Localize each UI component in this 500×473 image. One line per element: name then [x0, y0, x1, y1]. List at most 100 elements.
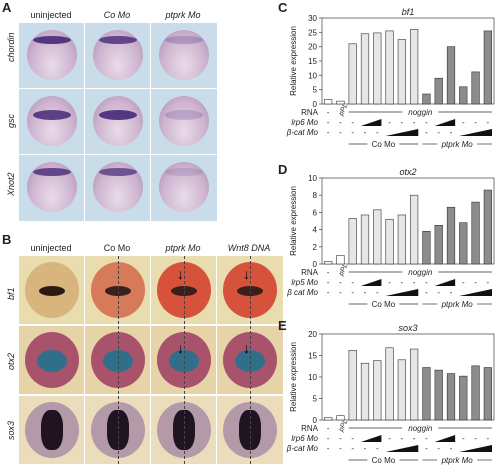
panel-b-tile: ↓ [216, 325, 284, 395]
co-mo-label: Co Mo [372, 456, 396, 465]
arrow-icon: ↓ [177, 266, 184, 282]
dash-mark: - [339, 288, 342, 297]
panel-a-tile [18, 88, 86, 156]
dash-mark: - [327, 288, 330, 297]
bar [385, 30, 394, 105]
y-tick-label: 30 [308, 14, 317, 23]
rna-label: RNA [301, 268, 319, 277]
dash-mark: - [450, 128, 453, 137]
staining-band [33, 36, 71, 44]
y-tick-label: 5 [313, 395, 318, 404]
panel-a-col-ptprk-mo: ptprk Mo [165, 10, 201, 20]
dash-mark: - [462, 118, 465, 127]
panel-b-tile [18, 395, 86, 465]
midline-dash [118, 396, 119, 464]
staining-band [33, 168, 71, 176]
mo1-label: lrp6 Mo [291, 434, 318, 443]
midline-dash [250, 326, 251, 394]
dash-mark: - [351, 118, 354, 127]
staining-band [99, 110, 137, 120]
dash-mark: - [339, 444, 342, 453]
staining-pattern [39, 286, 65, 296]
panel-b-tile [84, 395, 152, 465]
panel-b-tile [18, 255, 86, 325]
dose-ramp [459, 289, 492, 296]
dash-mark: - [462, 434, 465, 443]
co-mo-label: Co Mo [372, 140, 396, 149]
bar [459, 222, 468, 265]
panel-b-tile: ↓ [216, 255, 284, 325]
staining-pattern [41, 410, 63, 450]
embryo-image [27, 162, 77, 212]
mo1-label: lrp6 Mo [291, 118, 318, 127]
dash-mark: - [437, 288, 440, 297]
dash-mark: - [351, 434, 354, 443]
plot-frame [321, 177, 495, 265]
dash-mark: - [487, 278, 490, 287]
staining-band [99, 36, 137, 44]
midline-dash [118, 256, 119, 324]
bar [483, 367, 492, 421]
dash-mark: - [364, 128, 367, 137]
ptprk-mo-label: ptprk Mo [441, 140, 474, 149]
dash-mark: - [327, 278, 330, 287]
bar [385, 347, 394, 421]
midline-dash [250, 396, 251, 464]
panel-b-row-otx2: otx2 [6, 352, 16, 370]
bar [446, 46, 456, 105]
bar [336, 100, 345, 105]
dash-mark: - [401, 434, 404, 443]
panel-a-row-chordin: chordin [6, 32, 16, 62]
dose-ramp [360, 119, 382, 126]
dash-mark: - [474, 118, 477, 127]
bar [471, 201, 480, 265]
staining-band [33, 110, 71, 120]
panel-b-col-uninjected: uninjected [30, 243, 72, 253]
dash-mark: - [388, 434, 391, 443]
bar [471, 365, 480, 421]
bar [422, 367, 431, 421]
dash-mark: - [327, 434, 330, 443]
bar [422, 93, 431, 105]
dash-mark: - [351, 128, 354, 137]
panel-a-tile [84, 88, 152, 156]
chart-title: otx2 [399, 167, 416, 177]
dose-ramp [385, 445, 419, 452]
mo1-label: lrp5 Mo [291, 278, 318, 287]
y-tick-label: 2 [313, 243, 318, 252]
dash-mark: - [425, 118, 428, 127]
panel-b-tile [18, 325, 86, 395]
dash-mark: - [462, 278, 465, 287]
dash-mark: - [327, 128, 330, 137]
y-tick-label: 5 [313, 86, 318, 95]
panel-a-row-gsc: gsc [6, 113, 16, 128]
panel-b-letter: B [2, 232, 12, 247]
embryo-image [93, 30, 143, 80]
midline-dash [250, 256, 251, 324]
dash-mark: - [413, 434, 416, 443]
panel-b-tile [84, 325, 152, 395]
bar [348, 350, 357, 421]
panel-a-col-co-mo: Co Mo [103, 10, 131, 20]
staining-band [165, 168, 203, 176]
y-tick-label: 15 [308, 57, 317, 66]
bar [324, 99, 333, 105]
dash-mark: - [351, 444, 354, 453]
bar [360, 214, 370, 265]
bar [422, 231, 431, 265]
panel-b-col-ptprk-mo: ptprk Mo [165, 243, 201, 253]
panel-e-letter: E [278, 318, 287, 333]
staining-band [99, 168, 137, 176]
staining-pattern [37, 350, 67, 372]
dash-mark: - [388, 118, 391, 127]
staining-band [165, 36, 203, 44]
dash-mark: - [487, 118, 490, 127]
bar [397, 39, 406, 105]
bar [373, 209, 382, 265]
bar [471, 71, 480, 105]
embryo-image [27, 96, 77, 146]
arrow-icon: ↓ [243, 266, 250, 282]
ppl-label: pPL [337, 263, 349, 278]
dash-mark: - [437, 128, 440, 137]
